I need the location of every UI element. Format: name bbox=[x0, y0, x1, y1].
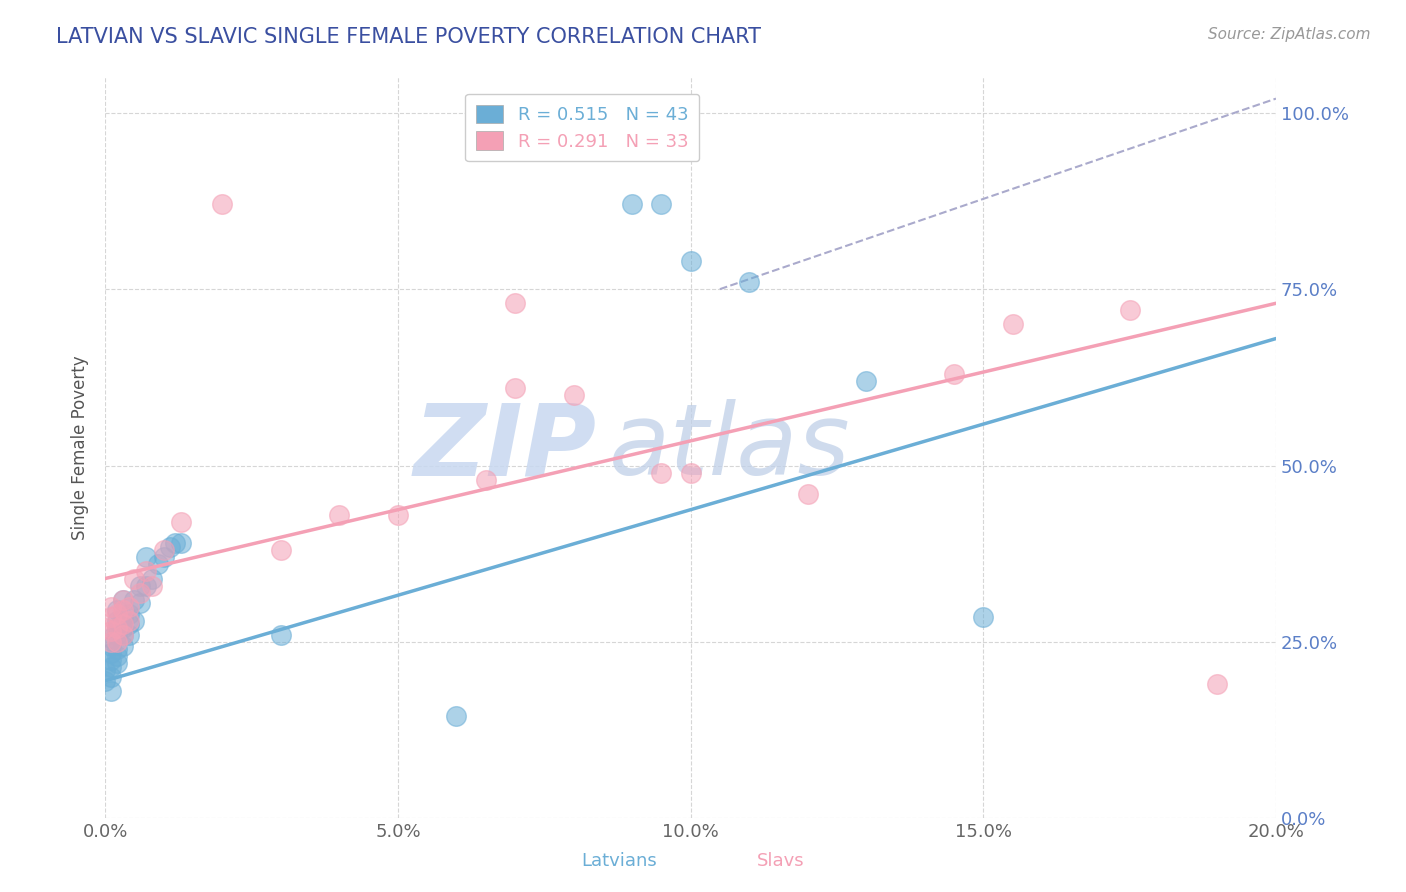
Point bbox=[474, 473, 496, 487]
Point bbox=[111, 628, 134, 642]
Point bbox=[100, 646, 122, 660]
Point bbox=[105, 649, 128, 664]
Point bbox=[100, 659, 122, 673]
Point bbox=[117, 614, 139, 628]
Text: LATVIAN VS SLAVIC SINGLE FEMALE POVERTY CORRELATION CHART: LATVIAN VS SLAVIC SINGLE FEMALE POVERTY … bbox=[56, 27, 761, 46]
Point bbox=[117, 607, 139, 621]
Point bbox=[111, 592, 134, 607]
Point bbox=[105, 635, 128, 649]
Point bbox=[943, 367, 966, 381]
Text: ZIP: ZIP bbox=[413, 400, 598, 497]
Point bbox=[165, 536, 187, 550]
Point bbox=[124, 592, 146, 607]
Point bbox=[738, 275, 761, 289]
Point bbox=[100, 684, 122, 698]
Point bbox=[146, 558, 169, 572]
Point bbox=[972, 610, 994, 624]
Point bbox=[650, 466, 672, 480]
Point bbox=[135, 565, 157, 579]
Point bbox=[129, 578, 152, 592]
Text: Latvians: Latvians bbox=[581, 852, 657, 870]
Point bbox=[100, 599, 122, 614]
Point bbox=[105, 656, 128, 670]
Point bbox=[105, 642, 128, 657]
Point bbox=[100, 635, 122, 649]
Point bbox=[117, 628, 139, 642]
Point bbox=[100, 632, 122, 646]
Point bbox=[446, 709, 468, 723]
Point bbox=[94, 673, 117, 688]
Point bbox=[387, 508, 409, 522]
Point bbox=[111, 639, 134, 653]
Point bbox=[211, 197, 233, 211]
Point bbox=[111, 628, 134, 642]
Point bbox=[100, 624, 122, 639]
Point bbox=[621, 197, 644, 211]
Point bbox=[100, 610, 122, 624]
Point bbox=[135, 578, 157, 592]
Text: Slavs: Slavs bbox=[756, 852, 804, 870]
Point bbox=[679, 466, 702, 480]
Point bbox=[100, 670, 122, 684]
Point bbox=[117, 599, 139, 614]
Point bbox=[328, 508, 350, 522]
Point bbox=[105, 614, 128, 628]
Point bbox=[117, 617, 139, 632]
Point bbox=[129, 596, 152, 610]
Point bbox=[111, 621, 134, 635]
Point bbox=[124, 614, 146, 628]
Point bbox=[111, 603, 134, 617]
Point bbox=[170, 536, 193, 550]
Point bbox=[170, 515, 193, 529]
Point bbox=[679, 254, 702, 268]
Point bbox=[105, 603, 128, 617]
Point bbox=[796, 487, 818, 501]
Point bbox=[124, 572, 146, 586]
Text: atlas: atlas bbox=[609, 400, 851, 497]
Point bbox=[111, 617, 134, 632]
Point bbox=[141, 578, 163, 592]
Point bbox=[855, 374, 877, 388]
Legend: R = 0.515   N = 43, R = 0.291   N = 33: R = 0.515 N = 43, R = 0.291 N = 33 bbox=[465, 94, 699, 161]
Point bbox=[94, 663, 117, 677]
Point bbox=[94, 621, 117, 635]
Point bbox=[129, 585, 152, 599]
Point bbox=[100, 653, 122, 667]
Point bbox=[503, 381, 526, 395]
Point bbox=[562, 388, 585, 402]
Point bbox=[141, 572, 163, 586]
Point bbox=[105, 607, 128, 621]
Point bbox=[111, 610, 134, 624]
Point bbox=[159, 540, 181, 554]
Point bbox=[1206, 677, 1229, 691]
Point bbox=[105, 621, 128, 635]
Point bbox=[152, 543, 174, 558]
Point bbox=[650, 197, 672, 211]
Point bbox=[270, 628, 292, 642]
Point bbox=[111, 592, 134, 607]
Point bbox=[270, 543, 292, 558]
Point bbox=[135, 550, 157, 565]
Point bbox=[152, 550, 174, 565]
Point bbox=[100, 639, 122, 653]
Point bbox=[503, 296, 526, 310]
Y-axis label: Single Female Poverty: Single Female Poverty bbox=[72, 356, 89, 541]
Point bbox=[105, 628, 128, 642]
Text: Source: ZipAtlas.com: Source: ZipAtlas.com bbox=[1208, 27, 1371, 42]
Point bbox=[1118, 303, 1140, 318]
Point bbox=[1001, 318, 1024, 332]
Point bbox=[105, 621, 128, 635]
